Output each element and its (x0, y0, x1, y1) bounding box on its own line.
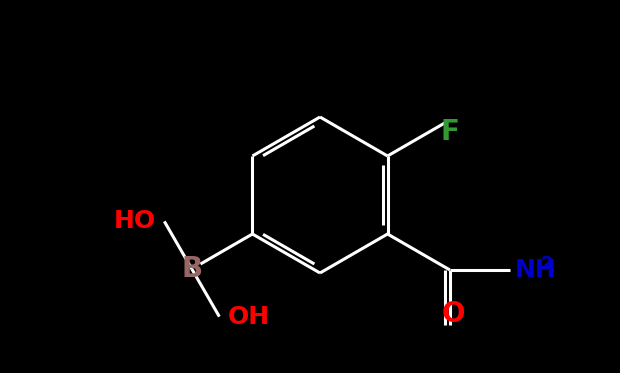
Text: O: O (441, 300, 464, 328)
Text: HO: HO (114, 209, 156, 233)
Text: F: F (440, 118, 459, 146)
Text: B: B (181, 255, 202, 283)
Text: NH: NH (515, 258, 557, 282)
Text: OH: OH (228, 305, 270, 329)
Text: 2: 2 (541, 255, 554, 273)
